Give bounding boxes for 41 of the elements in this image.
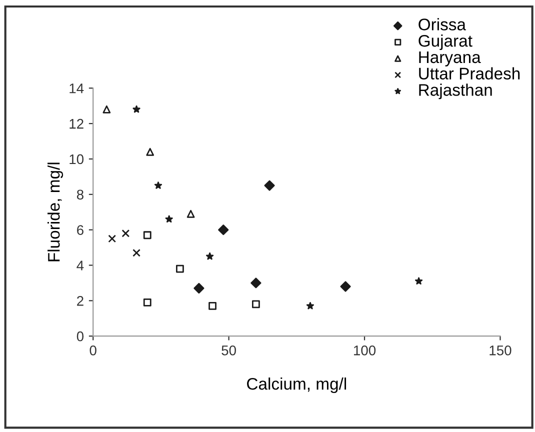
y-tick-label: 2 xyxy=(77,296,84,306)
x-tick-label: 0 xyxy=(90,345,96,356)
point xyxy=(208,302,216,310)
x-tick-label: 150 xyxy=(490,345,512,356)
legend-label: Haryana xyxy=(419,52,481,66)
point xyxy=(264,180,275,191)
point xyxy=(252,300,260,308)
y-tick-label: 0 xyxy=(76,331,84,342)
point xyxy=(132,248,140,257)
point xyxy=(176,264,184,273)
point xyxy=(132,105,140,113)
point xyxy=(122,229,130,238)
y-tick-label: 12 xyxy=(70,118,84,129)
point xyxy=(154,182,162,189)
legend-label: Gujarat xyxy=(418,34,472,50)
point xyxy=(186,210,195,218)
point xyxy=(306,302,314,310)
y-tick-label: 14 xyxy=(70,84,84,94)
legend-label: Orissa xyxy=(418,18,466,30)
point xyxy=(102,105,111,114)
point xyxy=(340,281,351,292)
point xyxy=(143,231,152,240)
point xyxy=(218,224,229,236)
point xyxy=(206,252,214,260)
point xyxy=(146,148,154,156)
y-tick-label: 8 xyxy=(76,190,84,200)
point xyxy=(165,215,173,223)
point xyxy=(108,234,116,243)
y-tick-label: 6 xyxy=(77,225,84,235)
point xyxy=(143,298,152,306)
x-axis-title: Calcium, mg/l xyxy=(247,378,346,394)
legend-label: Uttar Pradesh xyxy=(419,67,520,80)
y-axis-title: Fluoride, mg/l xyxy=(48,162,64,262)
point xyxy=(415,277,423,285)
x-tick-label: 50 xyxy=(222,345,236,356)
legend-label: Rajasthan xyxy=(419,84,492,100)
point xyxy=(250,278,262,288)
y-tick-label: 4 xyxy=(76,260,84,270)
x-tick-label: 100 xyxy=(354,345,376,356)
point xyxy=(194,282,204,294)
y-tick-label: 10 xyxy=(70,154,84,164)
